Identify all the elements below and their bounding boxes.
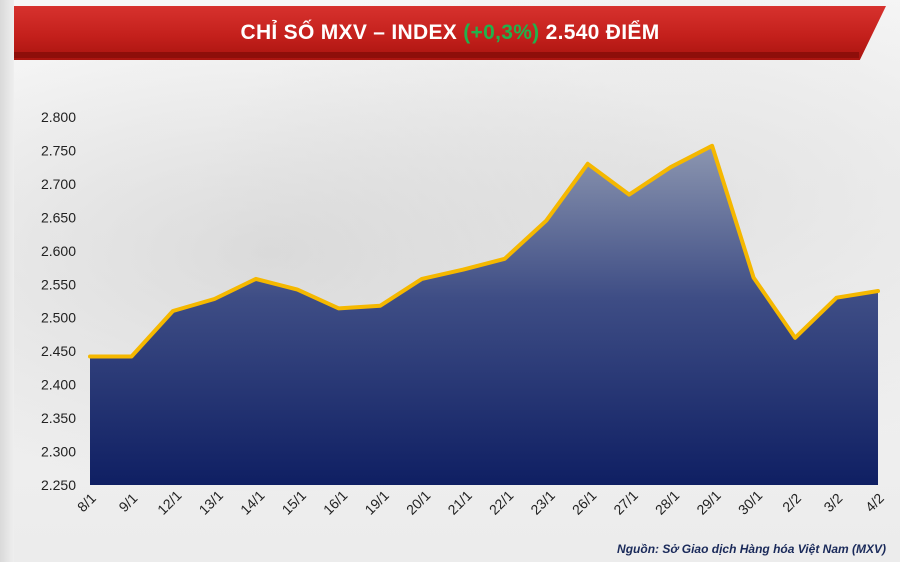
x-tick-label: 28/1 (652, 487, 683, 518)
y-axis-ticks: 2.250 2.300 2.350 2.400 2.450 2.500 2.550 2.600… (41, 109, 76, 493)
title-suffix: 2.540 ĐIỂM (545, 21, 660, 44)
x-tick-label: 16/1 (320, 487, 351, 518)
x-tick-label: 30/1 (735, 487, 766, 518)
title-banner (14, 6, 886, 60)
x-tick-label: 27/1 (610, 487, 641, 518)
title-banner-shadow (14, 52, 859, 58)
x-axis-ticks: 8/1 9/1 12/1 13/1 14/1 15/1 16/1 19/1 20/1 21/1 22… (74, 487, 887, 518)
x-tick-label: 15/1 (279, 487, 310, 518)
line-layer (88, 143, 880, 359)
x-tick-label: 23/1 (527, 487, 558, 518)
x-tick-label: 3/2 (820, 490, 845, 515)
y-tick-label: 2.350 (41, 410, 76, 426)
title-change: (+0,3%) (463, 21, 540, 44)
series-line (88, 143, 880, 359)
chart-title: CHỈ SỐ MXV – INDEX (+0,3%) 2.540 ĐIỂM (14, 6, 886, 60)
y-tick-label: 2.250 (41, 477, 76, 493)
y-tick-label: 2.700 (41, 176, 76, 192)
x-tick-label: 29/1 (693, 487, 724, 518)
y-tick-label: 2.750 (41, 143, 76, 159)
y-tick-label: 2.400 (41, 377, 76, 393)
x-tick-label: 20/1 (403, 487, 434, 518)
x-tick-label: 13/1 (196, 487, 227, 518)
x-tick-label: 26/1 (569, 487, 600, 518)
y-tick-label: 2.500 (41, 310, 76, 326)
area-fill (90, 145, 878, 486)
y-tick-label: 2.450 (41, 343, 76, 359)
x-tick-label: 12/1 (154, 487, 185, 518)
x-tick-label: 4/2 (862, 490, 887, 515)
source-note: Nguồn: Sở Giao dịch Hàng hóa Việt Nam (M… (617, 542, 886, 556)
y-tick-label: 2.600 (41, 243, 76, 259)
left-strip (0, 0, 14, 562)
y-tick-label: 2.550 (41, 276, 76, 292)
y-tick-label: 2.800 (41, 109, 76, 125)
x-tick-label: 21/1 (444, 487, 475, 518)
x-tick-label: 22/1 (486, 487, 517, 518)
x-tick-label: 19/1 (361, 487, 392, 518)
x-tick-label: 2/2 (779, 490, 804, 515)
x-tick-label: 14/1 (237, 487, 268, 518)
title-prefix: CHỈ SỐ MXV – INDEX (240, 21, 458, 44)
y-tick-label: 2.650 (41, 209, 76, 225)
x-tick-label: 9/1 (115, 490, 140, 515)
area-fill-layer (90, 145, 878, 486)
x-tick-label: 8/1 (74, 490, 99, 515)
y-tick-label: 2.300 (41, 444, 76, 460)
